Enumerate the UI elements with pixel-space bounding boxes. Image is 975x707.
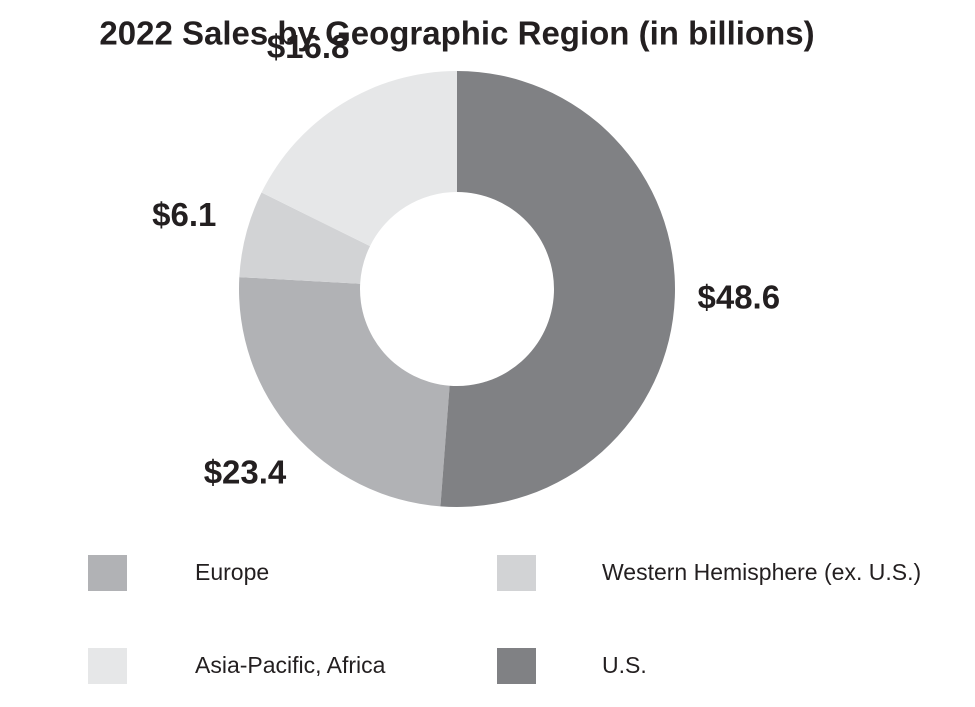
legend-swatch <box>88 555 127 591</box>
donut-slice <box>239 277 450 507</box>
legend-label: Western Hemisphere (ex. U.S.) <box>602 559 921 585</box>
value-label: $6.1 <box>152 196 216 233</box>
legend-swatch <box>497 648 536 684</box>
legend-label: Europe <box>195 559 269 585</box>
chart-title: 2022 Sales by Geographic Region (in bill… <box>99 15 814 52</box>
donut-slice <box>440 71 676 507</box>
donut-slice <box>261 71 457 247</box>
value-label: $23.4 <box>204 454 287 491</box>
legend-label: Asia-Pacific, Africa <box>195 652 386 678</box>
legend-swatch <box>497 555 536 591</box>
value-label: $48.6 <box>697 278 780 315</box>
legend-label: U.S. <box>602 652 647 678</box>
value-label: $16.8 <box>267 28 350 65</box>
donut-slice <box>239 192 371 284</box>
legend-swatch <box>88 648 127 684</box>
